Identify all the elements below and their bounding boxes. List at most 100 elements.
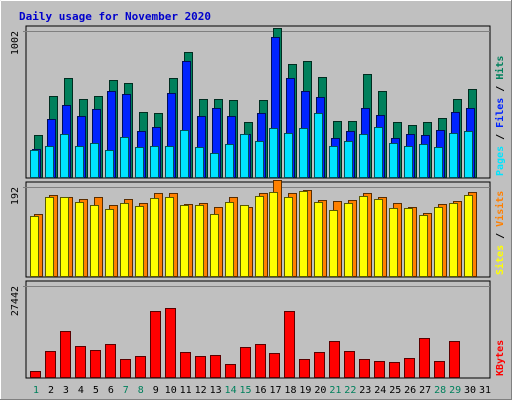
x-tick-label-14: 14: [225, 385, 237, 396]
bar-kbytes-day-14: [225, 364, 236, 378]
bar-pages-day-8: [135, 147, 144, 178]
bar-pages-day-4: [75, 146, 84, 178]
panels-layer: 1002 Pages / Files / Hits 192 Sites / Visit…: [10, 25, 506, 379]
bar-kbytes-day-10: [165, 308, 176, 378]
x-tick-label-25: 25: [389, 385, 401, 396]
x-tick-label-29: 29: [449, 385, 461, 396]
chart-title: Daily usage for November 2020: [19, 10, 211, 23]
bar-sites-day-9: [150, 198, 159, 277]
bar-sites-day-15: [240, 205, 249, 277]
bar-pages-day-13: [210, 153, 219, 178]
x-tick-label-15: 15: [240, 385, 252, 396]
bar-pages-day-27: [419, 144, 428, 178]
bar-kbytes-day-24: [374, 361, 385, 378]
panel-visits-sites: 192 Sites / Visits: [10, 180, 506, 278]
x-tick-label-13: 13: [210, 385, 222, 396]
legend-entry-hits: Hits: [494, 56, 506, 80]
bar-sites-day-20: [314, 202, 323, 277]
bar-kbytes-day-1: [30, 371, 41, 378]
bar-pages-day-10: [165, 146, 174, 178]
bar-kbytes-day-13: [210, 355, 221, 378]
y-max-label: 1002: [10, 31, 21, 55]
bar-kbytes-day-12: [195, 356, 206, 378]
bar-kbytes-day-17: [269, 353, 280, 378]
bar-pages-day-18: [284, 133, 293, 178]
bar-sites-day-4: [75, 202, 84, 277]
x-tick-label-21: 21: [329, 385, 341, 396]
bar-pages-day-16: [255, 141, 264, 178]
bar-kbytes-day-28: [434, 361, 445, 378]
bar-kbytes-day-5: [90, 350, 101, 378]
legend-entry-pages: Pages: [495, 146, 506, 176]
x-tick-label-22: 22: [344, 385, 356, 396]
x-tick-label-8: 8: [138, 385, 144, 396]
bar-kbytes-day-19: [299, 359, 310, 378]
bar-sites-day-14: [225, 202, 234, 277]
bar-sites-day-1: [30, 216, 39, 277]
bar-pages-day-25: [389, 143, 398, 178]
bar-pages-day-29: [449, 133, 458, 178]
bar-kbytes-day-11: [180, 352, 191, 378]
bar-pages-day-6: [105, 150, 114, 178]
bar-sites-day-26: [404, 208, 413, 277]
legend: Sites / Visits: [494, 191, 506, 275]
x-tick-label-12: 12: [195, 385, 207, 396]
bar-pages-day-11: [180, 130, 189, 178]
bar-kbytes-day-7: [120, 359, 131, 378]
legend-separator: /: [495, 80, 506, 98]
x-tick-label-17: 17: [269, 385, 281, 396]
x-tick-label-16: 16: [254, 385, 266, 396]
bar-sites-day-17: [269, 192, 278, 277]
legend: Pages / Files / Hits: [494, 56, 506, 176]
bar-pages-day-20: [314, 113, 323, 178]
x-tick-label-31: 31: [479, 385, 491, 396]
bar-pages-day-3: [60, 134, 69, 178]
x-tick-label-2: 2: [48, 385, 54, 396]
bar-kbytes-day-22: [344, 351, 355, 378]
x-tick-label-28: 28: [434, 385, 446, 396]
bar-pages-day-17: [269, 128, 278, 178]
bar-sites-day-27: [419, 215, 428, 277]
x-tick-label-6: 6: [108, 385, 114, 396]
panel-hits-files-pages: 1002 Pages / Files / Hits: [10, 25, 506, 179]
bar-sites-day-16: [255, 196, 264, 277]
bar-pages-day-30: [464, 131, 473, 178]
bar-sites-day-24: [374, 199, 383, 277]
x-tick-label-24: 24: [374, 385, 386, 396]
legend-entry-kbytes: KBytes: [495, 340, 506, 376]
bar-kbytes-day-9: [150, 311, 161, 378]
bar-pages-day-19: [299, 128, 308, 178]
x-tick-label-18: 18: [284, 385, 296, 396]
bar-pages-day-14: [225, 144, 234, 178]
y-max-label: 192: [10, 187, 21, 205]
bar-sites-day-21: [329, 210, 338, 277]
x-tick-label-30: 30: [464, 385, 476, 396]
bar-pages-day-21: [329, 146, 338, 178]
bar-pages-day-28: [434, 147, 443, 178]
bar-sites-day-30: [464, 195, 473, 277]
bar-sites-day-23: [359, 196, 368, 277]
bar-sites-day-5: [90, 205, 99, 277]
y-max-label: 27442: [10, 286, 21, 316]
bar-pages-day-1: [30, 150, 39, 178]
x-tick-label-26: 26: [404, 385, 416, 396]
bar-pages-day-26: [404, 146, 413, 178]
bar-kbytes-day-29: [449, 341, 460, 378]
x-tick-label-11: 11: [180, 385, 192, 396]
bar-kbytes-day-2: [45, 351, 56, 378]
bar-pages-day-7: [120, 137, 129, 178]
bar-sites-day-25: [389, 208, 398, 277]
bar-kbytes-day-18: [284, 311, 295, 378]
x-tick-label-3: 3: [63, 385, 69, 396]
bar-sites-day-8: [135, 206, 144, 277]
x-tick-label-27: 27: [419, 385, 431, 396]
bar-sites-day-29: [449, 203, 458, 277]
x-tick-label-19: 19: [299, 385, 311, 396]
bar-pages-day-2: [45, 146, 54, 178]
legend-entry-visits: Visits: [494, 191, 506, 227]
x-tick-label-5: 5: [93, 385, 99, 396]
legend-separator: /: [495, 128, 506, 146]
bar-kbytes-day-8: [135, 356, 146, 378]
bar-sites-day-7: [120, 203, 129, 277]
